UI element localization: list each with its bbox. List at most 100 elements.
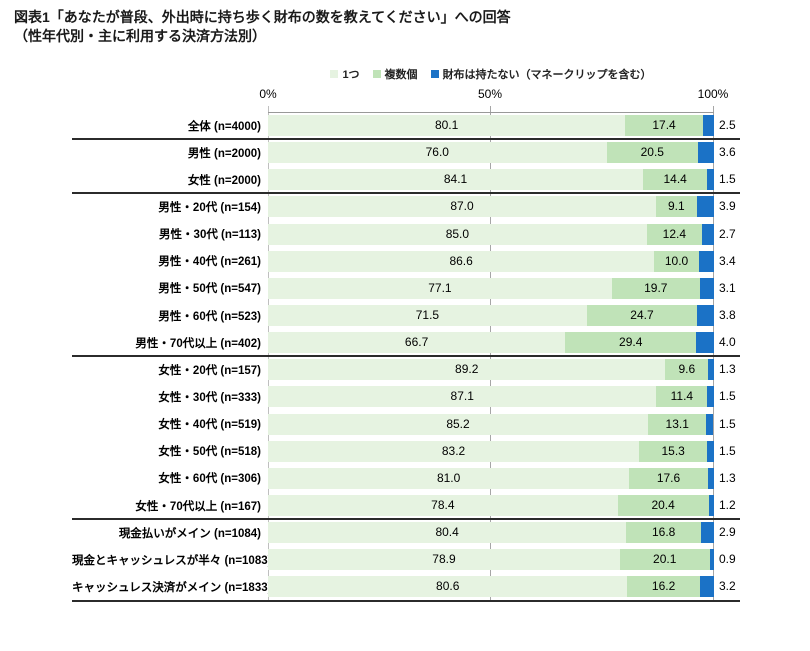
bar-value-no-wallet: 3.4 [719, 253, 736, 268]
bar-segment-no-wallet [701, 223, 714, 245]
bar-value-no-wallet: 2.7 [719, 226, 736, 241]
stacked-bar: 86.6 10.0 3.4 [268, 250, 736, 272]
bar-segment-one-wallet: 84.1 [268, 169, 644, 191]
section-separator-line [72, 355, 740, 358]
bar-value-one-wallet: 84.1 [443, 172, 468, 187]
bar-value-multiple-wallets: 29.4 [619, 335, 643, 350]
chart-row: 男性・60代 (n=523) 71.5 24.7 3.8 [72, 302, 740, 329]
legend-label-no-wallet: 財布は持たない（マネークリップを含む） [442, 69, 652, 81]
bar-value-no-wallet: 3.2 [719, 579, 736, 594]
gridline-0pct [268, 106, 269, 601]
bar-value-no-wallet: 1.5 [719, 172, 736, 187]
bar-value-no-wallet: 3.6 [719, 145, 736, 160]
bar-segment-one-wallet: 89.2 [268, 359, 666, 381]
bar-value-one-wallet: 80.6 [436, 579, 460, 594]
bar-value-no-wallet: 2.5 [719, 118, 736, 133]
chart-row: 男性・40代 (n=261) 86.6 10.0 3.4 [72, 248, 740, 275]
chart-row: 女性・60代 (n=306) 81.0 17.6 1.3 [72, 465, 740, 492]
bar-segment-one-wallet: 80.4 [268, 522, 627, 544]
row-label: 男性・30代 (n=113) [159, 229, 261, 242]
bar-value-no-wallet: 4.0 [719, 335, 736, 350]
legend-swatch-no-wallet-icon [430, 70, 439, 78]
bar-value-multiple-wallets: 17.4 [652, 118, 676, 133]
bar-value-one-wallet: 77.1 [428, 280, 452, 295]
chart-row: 現金払いがメイン (n=1084) 80.4 16.8 2.9 [72, 519, 740, 546]
stacked-bar: 78.9 20.1 0.9 [268, 549, 736, 571]
bar-segment-one-wallet: 80.6 [268, 576, 628, 598]
section-separator-line [72, 518, 740, 521]
row-label: 全体 (n=4000) [187, 120, 261, 133]
bar-value-no-wallet: 1.5 [719, 416, 736, 431]
stacked-bar: 76.0 20.5 3.6 [268, 142, 736, 164]
chart-row: 男性・50代 (n=547) 77.1 19.7 3.1 [72, 275, 740, 302]
bar-segment-no-wallet [707, 169, 714, 191]
legend-item-one-wallet: 1つ [330, 66, 360, 82]
bar-value-no-wallet: 1.3 [719, 470, 736, 485]
bar-segment-no-wallet [707, 440, 714, 462]
bar-segment-one-wallet: 85.2 [268, 413, 648, 435]
axis-tick-0pct: 0% [259, 87, 277, 101]
bar-segment-multiple-wallets: 16.2 [627, 576, 700, 598]
bar-segment-one-wallet: 87.0 [268, 196, 657, 218]
stacked-bar: 80.4 16.8 2.9 [268, 522, 736, 544]
gridline-50pct [490, 106, 491, 601]
bar-segment-no-wallet [696, 332, 714, 354]
chart-rows: 全体 (n=4000) 80.1 17.4 2.5 男性 (n=2000) 76.0 20.… [72, 112, 740, 602]
row-label: 女性・40代 (n=519) [158, 419, 261, 432]
bar-value-multiple-wallets: 10.0 [664, 253, 689, 268]
bar-value-one-wallet: 85.0 [445, 226, 470, 241]
bar-value-no-wallet: 1.5 [719, 389, 736, 404]
bar-value-one-wallet: 71.5 [415, 308, 440, 323]
bar-segment-one-wallet: 83.2 [268, 440, 640, 462]
chart-title-line1: 図表1「あなたが普段、外出時に持ち歩く財布の数を教えてください」への回答 [14, 9, 511, 25]
bar-segment-multiple-wallets: 20.1 [619, 549, 710, 571]
bar-value-multiple-wallets: 9.1 [667, 199, 685, 214]
bar-value-one-wallet: 66.7 [404, 335, 429, 350]
legend-label-multiple-wallets: 複数個 [384, 69, 418, 81]
chart-title: 図表1「あなたが普段、外出時に持ち歩く財布の数を教えてください」への回答 （性年… [14, 8, 511, 46]
row-label: 現金とキャッシュレスが半々 (n=1083) [72, 554, 272, 567]
row-label: 男性・70代以上 (n=402) [135, 337, 261, 350]
stacked-bar: 66.7 29.4 4.0 [268, 332, 736, 354]
bar-value-multiple-wallets: 9.6 [678, 362, 696, 377]
bar-value-multiple-wallets: 12.4 [662, 226, 687, 241]
stacked-bar: 87.0 9.1 3.9 [268, 196, 736, 218]
chart-row: 男性 (n=2000) 76.0 20.5 3.6 [72, 139, 740, 166]
bar-segment-no-wallet [708, 359, 714, 381]
bar-segment-multiple-wallets: 15.3 [639, 440, 708, 462]
chart-row: 女性 (n=2000) 84.1 14.4 1.5 [72, 166, 740, 193]
row-label: 女性・70代以上 (n=167) [135, 500, 261, 513]
row-label: 女性 (n=2000) [187, 174, 261, 187]
bar-segment-no-wallet [699, 277, 714, 299]
bar-segment-no-wallet [706, 413, 714, 435]
bar-segment-multiple-wallets: 29.4 [565, 332, 697, 354]
bar-segment-no-wallet [707, 386, 714, 408]
bar-value-no-wallet: 3.8 [719, 308, 736, 323]
bar-value-no-wallet: 2.9 [719, 525, 736, 540]
bar-value-multiple-wallets: 20.4 [651, 498, 675, 513]
bar-segment-one-wallet: 78.9 [268, 549, 620, 571]
bar-value-multiple-wallets: 14.4 [663, 172, 687, 187]
section-separator-line [72, 599, 740, 602]
bar-value-no-wallet: 0.9 [719, 552, 736, 567]
legend-label-one-wallet: 1つ [342, 69, 360, 81]
plot-top-axis-line [268, 112, 714, 113]
bar-segment-multiple-wallets: 14.4 [643, 169, 708, 191]
bar-value-one-wallet: 89.2 [455, 362, 479, 377]
stacked-bar: 85.0 12.4 2.7 [268, 223, 736, 245]
bar-segment-multiple-wallets: 24.7 [586, 305, 698, 327]
bar-segment-multiple-wallets: 17.4 [625, 115, 703, 137]
bar-segment-one-wallet: 81.0 [268, 467, 630, 489]
bar-value-no-wallet: 1.3 [719, 362, 736, 377]
bar-segment-one-wallet: 86.6 [268, 250, 655, 272]
bar-segment-multiple-wallets: 16.8 [626, 522, 702, 544]
bar-segment-no-wallet [699, 576, 714, 598]
bar-segment-multiple-wallets: 19.7 [611, 277, 700, 299]
stacked-bar: 81.0 17.6 1.3 [268, 467, 736, 489]
axis-tick-50pct: 50% [477, 87, 503, 101]
bar-value-multiple-wallets: 20.5 [640, 145, 664, 160]
stacked-bar: 83.2 15.3 1.5 [268, 440, 736, 462]
bar-segment-no-wallet [697, 142, 714, 164]
stacked-bar: 80.6 16.2 3.2 [268, 576, 736, 598]
chart-row: 現金とキャッシュレスが半々 (n=1083) 78.9 20.1 0.9 [72, 546, 740, 573]
